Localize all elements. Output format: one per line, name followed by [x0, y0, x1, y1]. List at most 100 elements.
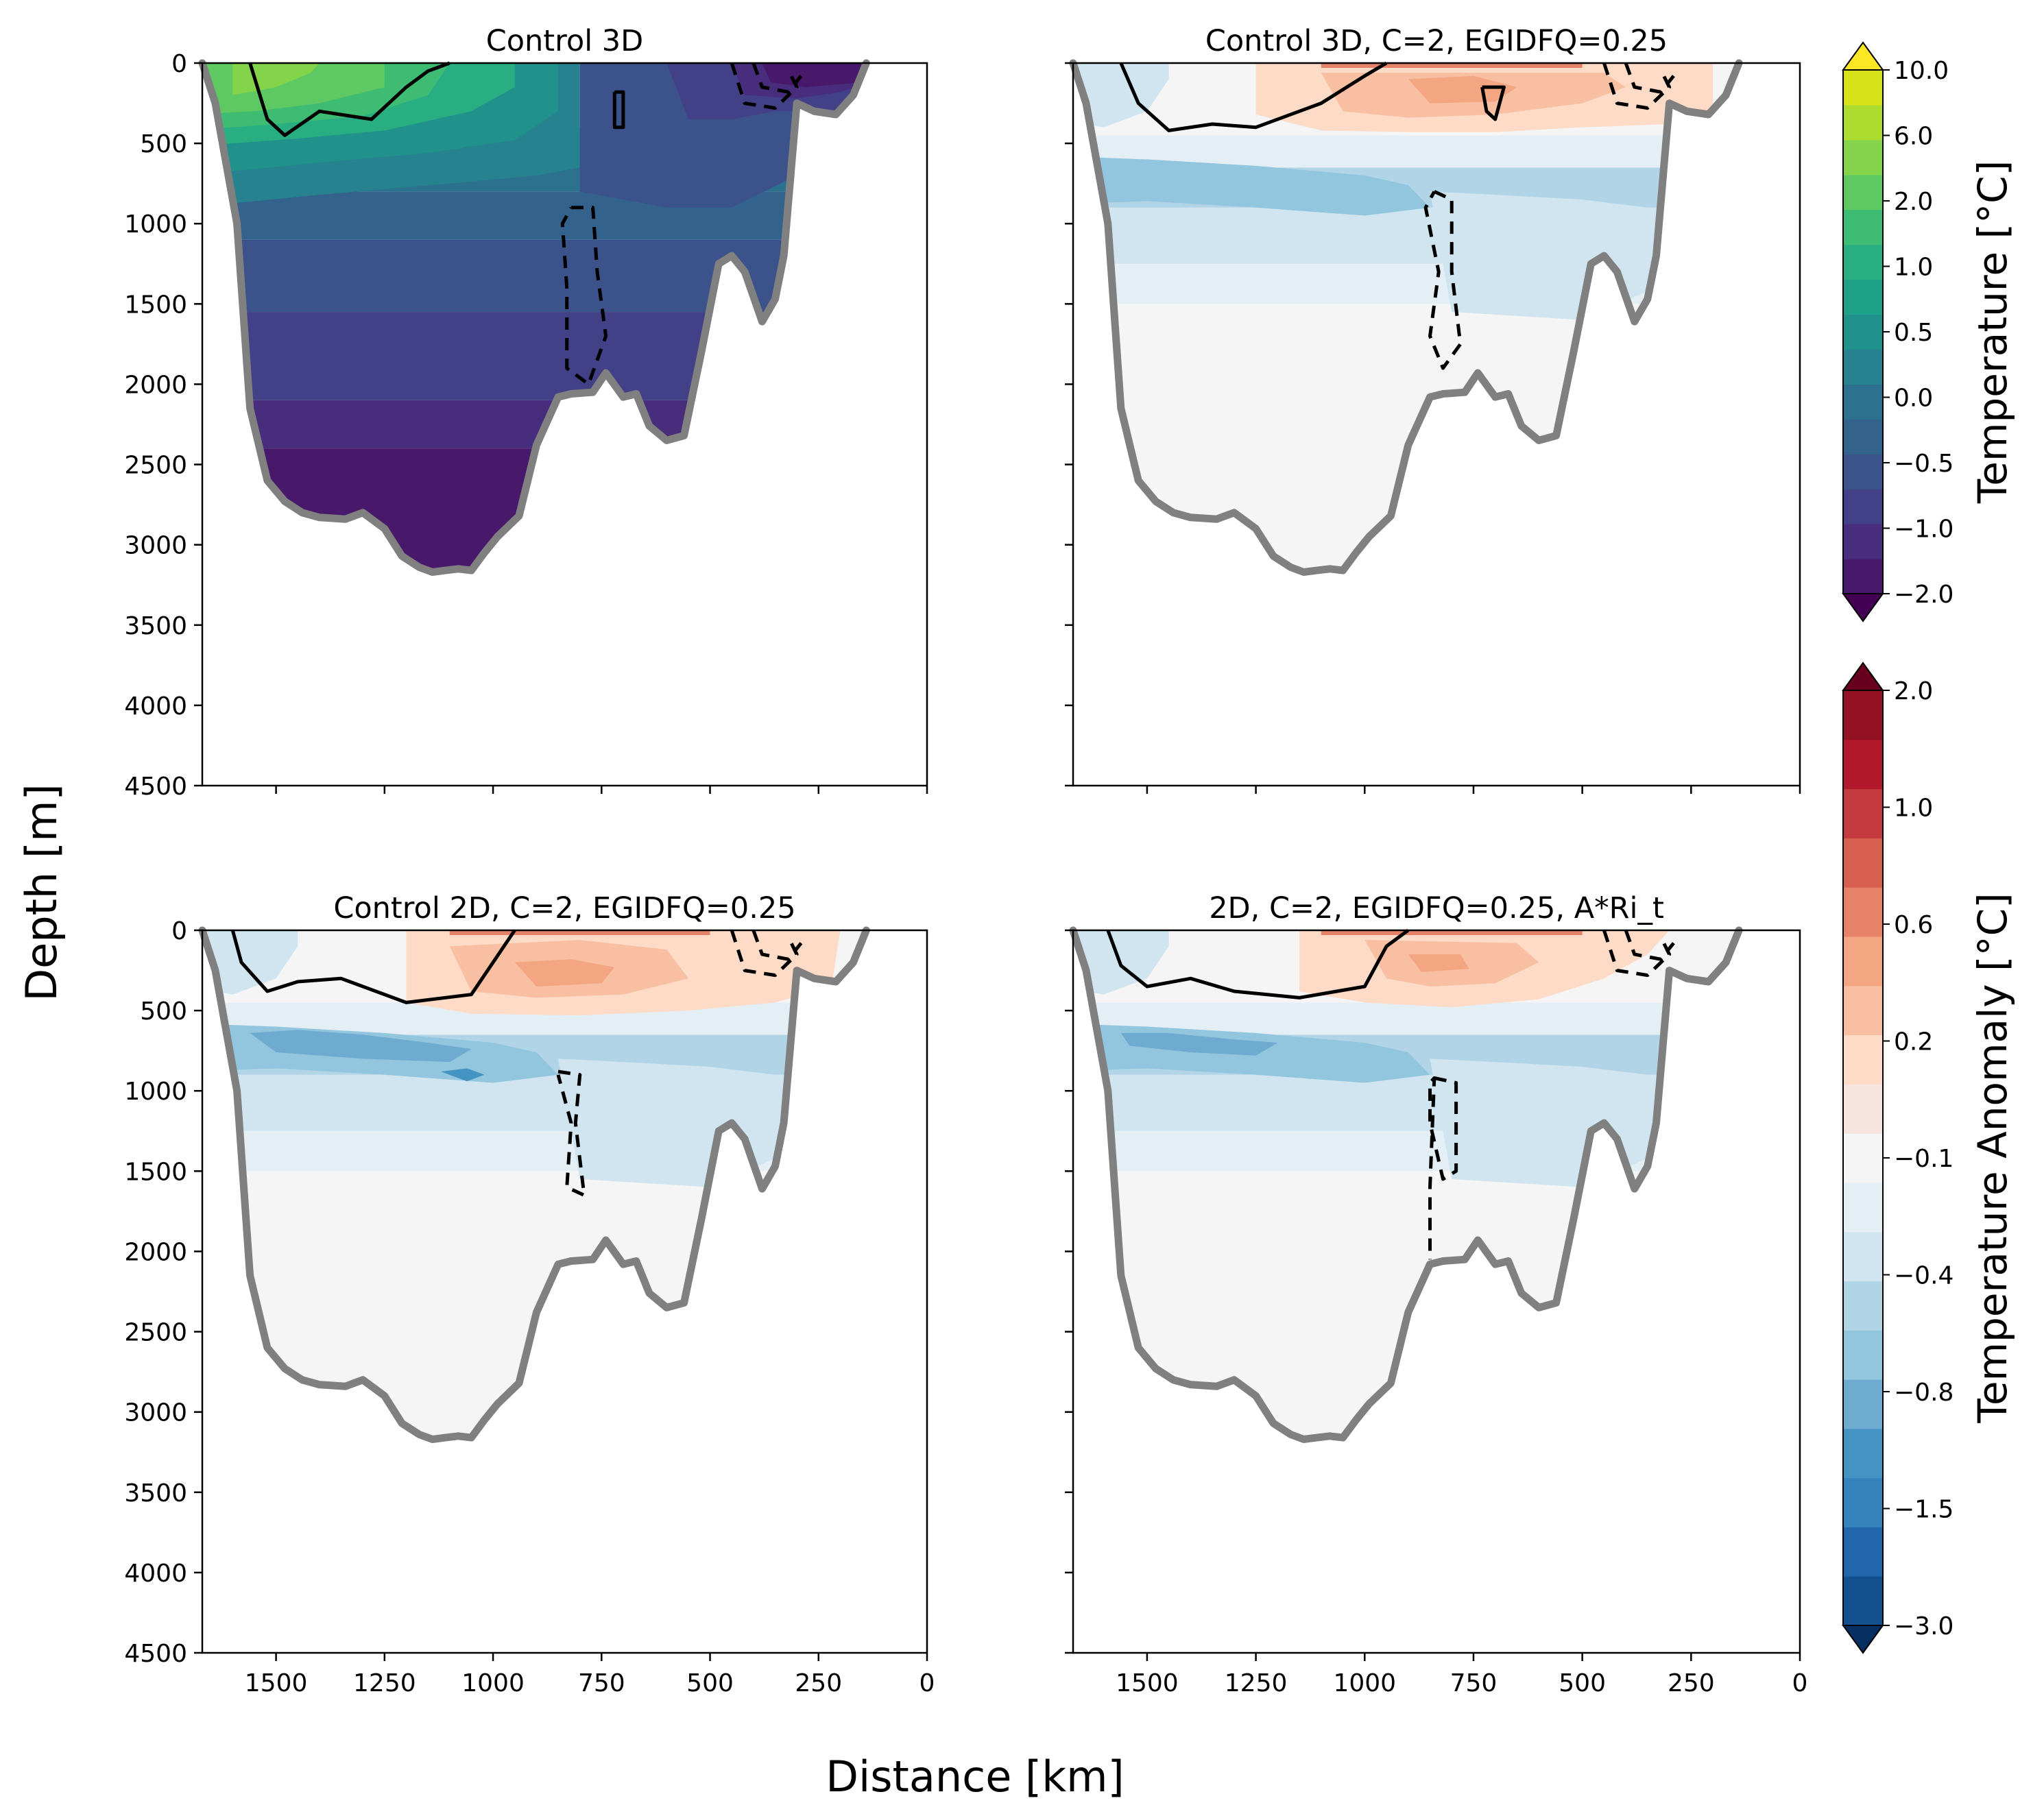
solid-contour	[1119, 61, 1388, 132]
colorbar-tick-label: −0.4	[1894, 1262, 1953, 1290]
axes-frame	[201, 929, 928, 1654]
colorbar-tick-label: 0.0	[1894, 385, 1933, 413]
axes-frame	[1072, 929, 1801, 1654]
field-4	[1073, 930, 1740, 1440]
solid-contour	[248, 61, 450, 137]
colorbar-swatch	[1843, 419, 1883, 455]
colorbar-swatch	[1843, 887, 1883, 937]
colorbar-tick-label: −3.0	[1894, 1612, 1953, 1641]
colorbar-swatch	[1843, 1281, 1883, 1331]
colorbar-swatch	[1843, 489, 1883, 524]
colorbar-label: Temperature Anomaly [°C]	[1969, 893, 2016, 1423]
ytick-label: 4500	[124, 773, 187, 801]
ytick-label: 4500	[124, 1640, 187, 1668]
colorbar-swatch	[1843, 936, 1883, 986]
colorbar-swatch	[1843, 279, 1883, 315]
colorbar-tick-label: −0.5	[1894, 450, 1953, 478]
panel-title: Control 3D, C=2, EGIDFQ=0.25	[1205, 24, 1668, 58]
colorbar-label: Temperature [°C]	[1969, 160, 2016, 505]
xtick-label: 1500	[1116, 1669, 1179, 1697]
colorbar-tick-label: 0.6	[1894, 911, 1933, 939]
colorbar-tick-label: −2.0	[1894, 581, 1953, 609]
solid-contour	[612, 90, 625, 130]
ytick-label: 3000	[124, 532, 187, 560]
panel-1: 0 500 1000 1500 2000 2500 3000 3500 4000 4500 Cont…	[124, 24, 928, 801]
dashed-contour	[560, 206, 608, 386]
field-patch	[1321, 930, 1583, 935]
field-band	[202, 448, 867, 572]
colorbar-swatch	[1843, 985, 1883, 1036]
field-band	[202, 239, 867, 313]
colorbar-tick-label: −1.0	[1894, 516, 1953, 544]
colorbar-extend-high	[1842, 662, 1884, 691]
field-2	[1073, 63, 1740, 572]
colorbar-tick-label: 0.2	[1894, 1028, 1933, 1056]
bathymetry-line	[198, 926, 870, 1443]
axes-frame	[201, 62, 928, 787]
ytick-label: 0	[171, 917, 187, 945]
ytick-label: 1500	[124, 1158, 187, 1186]
field-patch	[1120, 1032, 1278, 1056]
field-patch	[250, 1030, 472, 1063]
dashed-contour	[1624, 62, 1675, 94]
bathymetry-line	[1069, 59, 1743, 576]
field-band	[202, 312, 867, 400]
field-patch	[1430, 1058, 1692, 1187]
xtick-label: 250	[795, 1669, 842, 1697]
xtick-label: 1250	[1225, 1669, 1288, 1697]
colorbar-tick-label: 1.0	[1894, 795, 1933, 823]
colorbar-swatch	[1843, 384, 1883, 420]
dashed-contour	[1428, 1076, 1458, 1260]
colorbar-swatch	[1843, 209, 1883, 245]
figure-ylabel: Depth [m]	[16, 784, 67, 1001]
field-patch	[514, 959, 615, 986]
field-band	[1073, 263, 1740, 304]
colorbar-swatch	[1843, 1231, 1883, 1282]
xtick-label: 1500	[245, 1669, 308, 1697]
field-band	[202, 400, 867, 449]
panel-title: Control 2D, C=2, EGIDFQ=0.25	[333, 891, 795, 925]
panel-2: Control 3D, C=2, EGIDFQ=0.25	[1065, 24, 1801, 794]
dashed-contour	[556, 1069, 586, 1197]
field-3	[202, 930, 867, 1440]
colorbar-swatch	[1843, 739, 1883, 790]
field-patch	[441, 1068, 485, 1082]
colorbar-swatch	[1843, 1576, 1883, 1626]
colorbar-tick-label: 2.0	[1894, 188, 1933, 216]
colorbar-swatch	[1843, 1428, 1883, 1479]
ytick-label: 0	[171, 50, 187, 78]
solid-contour	[1106, 928, 1410, 1000]
colorbar-swatch	[1843, 1182, 1883, 1233]
field-patch	[1408, 75, 1517, 104]
colorbar-swatch	[1843, 244, 1883, 280]
colorbar-swatch	[1843, 1477, 1883, 1528]
colorbar-swatch	[1843, 454, 1883, 489]
panel-4: 1500 1250 1000 750 500 250 0 2D, C=2, EGIDFQ=0.…	[1065, 891, 1807, 1697]
xtick-label: 1000	[461, 1669, 525, 1697]
field-patch	[1408, 954, 1469, 972]
xtick-label: 750	[578, 1669, 625, 1697]
colorbar-extend-low	[1842, 593, 1884, 622]
ytick-label: 4000	[124, 692, 187, 721]
colorbar-tick-label: 6.0	[1894, 123, 1933, 151]
xtick-label: 250	[1668, 1669, 1715, 1697]
ytick-label: 3500	[124, 1479, 187, 1508]
field-band	[1073, 1171, 1740, 1440]
figure-xlabel: Distance [km]	[826, 1752, 1124, 1802]
ytick-label: 3000	[124, 1399, 187, 1427]
colorbar-tick-label: 2.0	[1894, 677, 1933, 705]
dashed-contour	[1624, 930, 1675, 961]
dashed-contour	[752, 62, 803, 94]
colorbar-swatch	[1843, 788, 1883, 838]
axes-frame	[1072, 62, 1801, 787]
colorbar-tick-label: −0.8	[1894, 1379, 1953, 1407]
ytick-label: 1000	[124, 1078, 187, 1106]
colorbar-swatch	[1843, 314, 1883, 350]
colorbar-anomaly: −3.0 −1.5 −0.8 −0.4 −0.1 0.2 0.6 1.0 2.0 Temperat…	[1842, 662, 2016, 1654]
colorbar-tick-label: −1.5	[1894, 1496, 1953, 1524]
xtick-label: 500	[686, 1669, 734, 1697]
solid-contour	[230, 929, 516, 1004]
ytick-label: 1000	[124, 210, 187, 239]
field-patch	[1430, 191, 1692, 320]
